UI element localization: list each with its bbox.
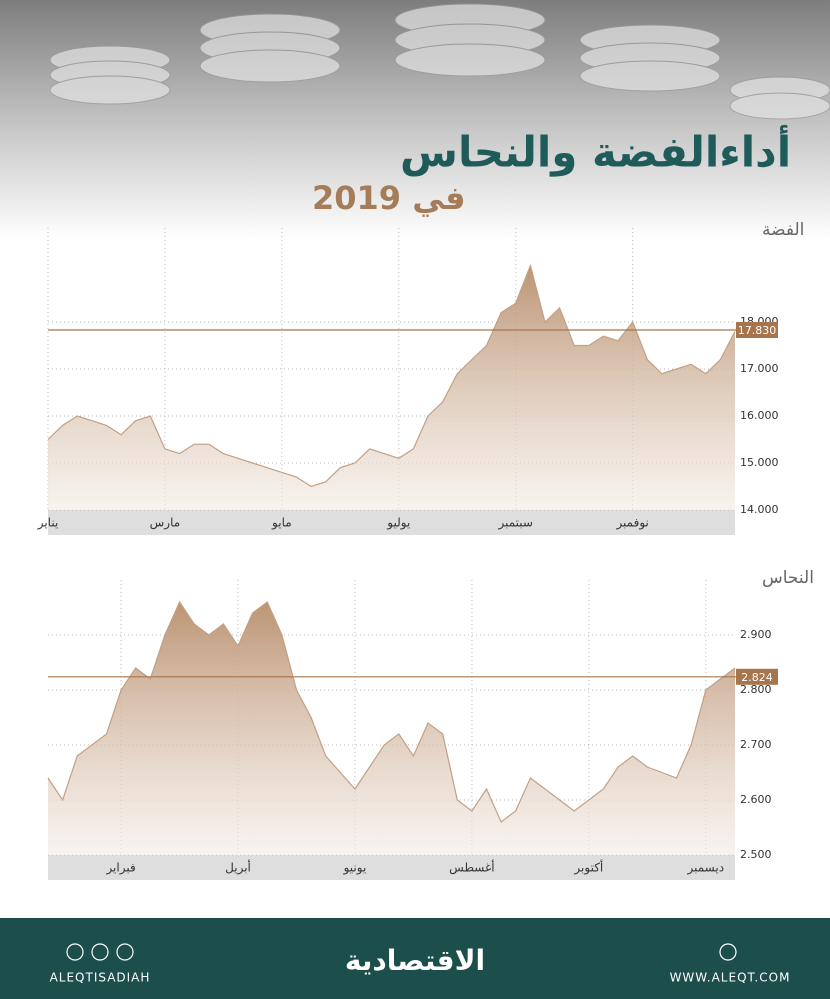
x-axis-band — [48, 510, 735, 535]
reference-label-box — [736, 321, 778, 338]
x-tick-label: مايو — [271, 516, 292, 531]
footer-website: WWW.ALEQT.COM — [670, 971, 791, 985]
coin-decoration — [49, 3, 830, 120]
x-tick-label: أغسطس — [449, 860, 494, 876]
y-tick-label: 2.600 — [740, 793, 772, 806]
x-tick-label: مارس — [150, 516, 181, 531]
chart-title: الفضة — [762, 220, 804, 240]
x-axis-band — [48, 855, 735, 880]
footer-handle: ALEQTISADIAH — [50, 971, 151, 985]
subtitle: في 2019 — [312, 179, 466, 217]
x-tick-label: فبراير — [105, 861, 135, 876]
x-tick-label: يونيو — [343, 861, 367, 876]
reference-label: 2.824 — [741, 671, 773, 684]
y-tick-label: 16.000 — [740, 409, 779, 422]
x-tick-label: نوفمبر — [615, 516, 648, 531]
reference-label-box — [736, 668, 778, 685]
x-tick-label: يوليو — [386, 516, 410, 531]
title: أداءالفضة والنحاس — [400, 125, 791, 178]
footer-background — [0, 918, 830, 999]
x-tick-label: ديسمبر — [686, 861, 724, 876]
chart-title: النحاس — [762, 568, 814, 588]
y-tick-label: 2.500 — [740, 848, 772, 861]
y-tick-label: 2.900 — [740, 628, 772, 641]
x-tick-label: يناير — [37, 516, 59, 531]
footer-logo: الاقتصادية — [345, 944, 485, 977]
x-tick-label: أكتوبر — [573, 860, 603, 876]
x-tick-label: أبريل — [225, 860, 251, 876]
y-tick-label: 15.000 — [740, 456, 779, 469]
y-tick-label: 2.700 — [740, 738, 772, 751]
y-tick-label: 14.000 — [740, 503, 779, 516]
area — [48, 602, 735, 855]
line — [47, 263, 736, 488]
reference-label: 17.830 — [738, 324, 777, 337]
y-tick-label: 2.800 — [740, 683, 772, 696]
x-tick-label: سبتمبر — [498, 516, 533, 531]
area — [48, 265, 735, 510]
line — [47, 600, 736, 823]
social-icons — [66, 943, 737, 961]
y-tick-label: 17.000 — [740, 362, 779, 375]
